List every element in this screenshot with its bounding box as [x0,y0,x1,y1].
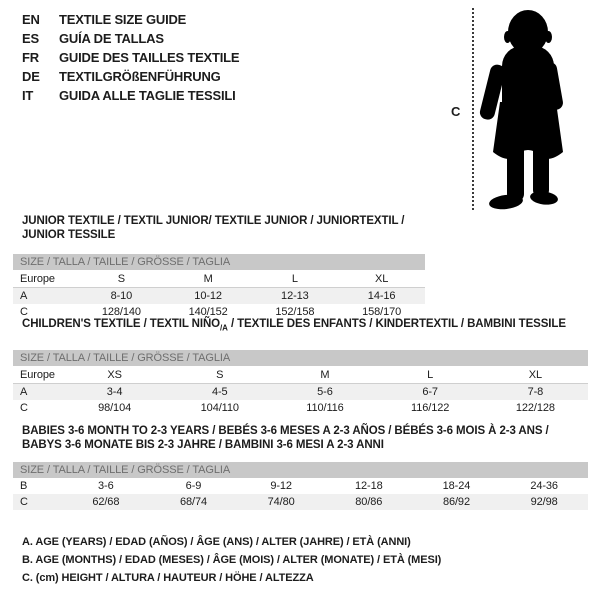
size-table: Europe S M L XL A 8-10 10-12 12-13 14-16 C 128/140 1… [13,270,425,320]
row-label: B [20,480,28,492]
language-title: TEXTILGRÖßENFÜHRUNG [59,69,221,84]
table-row: B 3-6 6-9 9-12 12-18 18-24 24-36 [13,478,588,494]
section-junior-textile: JUNIOR TEXTILE / TEXTIL JUNIOR/ TEXTILE … [13,214,425,320]
section-heading: CHILDREN'S TEXTILE / TEXTIL NIÑO/A / TEX… [22,317,588,335]
table-cell: 104/110 [200,402,239,415]
table-cell: M [272,366,378,385]
table-cell: 10-12 [194,290,222,302]
table-cell: M [164,270,252,288]
section-heading-text: BABIES 3-6 MONTH TO 2-3 YEARS / BEBÉS 3-… [22,425,549,451]
table-cell: S [167,366,273,385]
table-cell: 158/170 [362,306,402,318]
table-cell: 140/152 [188,306,228,318]
row-label: Europe [13,270,78,288]
table-row: A 3-4 4-5 5-6 6-7 7-8 [13,383,588,401]
language-title: GUIDE DES TAILLES TEXTILE [59,50,240,65]
table-cell: 4-5 [211,386,228,399]
size-bar: SIZE / TALLA / TAILLE / GRÖSSE / TAGLIA [13,254,425,270]
height-dotted-line [472,8,474,210]
language-row: IT GUIDA ALLE TAGLIE TESSILI [22,86,239,105]
language-code: EN [22,12,40,27]
size-bar-label: SIZE / TALLA / TAILLE / GRÖSSE / TAGLIA [20,352,231,365]
table-cell: 74/80 [267,496,295,508]
table-cell: XS [62,366,168,385]
size-bar: SIZE / TALLA / TAILLE / GRÖSSE / TAGLIA [13,462,588,478]
legend-line: B. AGE (MONTHS) / EDAD (MESES) / ÂGE (MO… [22,554,442,566]
table-cell: 122/128 [515,402,555,415]
section-babies-textile: BABIES 3-6 MONTH TO 2-3 YEARS / BEBÉS 3-… [13,424,588,510]
legend: A. AGE (YEARS) / EDAD (AÑOS) / ÂGE (ANS)… [22,533,441,587]
table-cell: 3-6 [98,480,114,492]
language-code: DE [22,69,40,84]
language-code: ES [22,31,39,46]
height-figure: C [438,0,600,224]
table-cell: 9-12 [270,480,292,492]
table-cell: 12-13 [281,290,309,302]
table-cell: 92/98 [530,496,558,508]
section-childrens-textile: CHILDREN'S TEXTILE / TEXTIL NIÑO/A / TEX… [13,317,588,416]
row-label: C [20,306,28,318]
row-label: Europe [13,366,62,385]
height-label: C [451,104,461,119]
table-row: A 8-10 10-12 12-13 14-16 [13,287,425,304]
table-cell: 86/92 [442,496,470,508]
table-cell: 128/140 [101,306,141,318]
table-cell: S [78,270,165,288]
table-cell: L [377,366,483,385]
table-cell: 68/74 [179,496,207,508]
language-code: IT [22,88,34,103]
table-cell: 6-9 [185,480,202,492]
table-row: C 98/104 104/110 110/116 116/122 122/128 [13,400,588,416]
table-cell: 7-8 [527,386,544,399]
size-bar-label: SIZE / TALLA / TAILLE / GRÖSSE / TAGLIA [20,256,231,268]
table-row: C 128/140 140/152 152/158 158/170 [13,304,425,320]
table-row: Europe XS S M L XL [13,366,588,385]
size-table: B 3-6 6-9 9-12 12-18 18-24 24-36 C 62/68 68/74 74/… [13,478,588,510]
section-heading: JUNIOR TEXTILE / TEXTIL JUNIOR/ TEXTILE … [22,214,425,242]
language-title: TEXTILE SIZE GUIDE [59,12,187,27]
legend-line: A. AGE (YEARS) / EDAD (AÑOS) / ÂGE (ANS)… [22,536,411,548]
table-cell: 110/116 [306,402,344,415]
language-row: EN TEXTILE SIZE GUIDE [22,10,239,29]
section-heading-text: CHILDREN'S TEXTILE / TEXTIL NIÑO [22,318,221,330]
table-cell: 62/68 [92,496,120,508]
table-cell: 8-10 [110,290,133,302]
row-label: A [20,386,28,399]
table-cell: 14-16 [367,290,396,302]
table-cell: L [251,270,339,288]
table-cell: 18-24 [442,480,471,492]
table-cell: XL [338,270,425,288]
table-cell: 80/86 [355,496,383,508]
language-row: ES GUÍA DE TALLAS [22,29,239,48]
table-cell: 12-18 [354,480,383,492]
section-heading-text: / TEXTILE DES ENFANTS / KINDERTEXTIL / B… [227,318,566,330]
baby-silhouette-icon [479,10,563,210]
language-title: GUIDA ALLE TAGLIE TESSILI [59,88,236,103]
section-heading: BABIES 3-6 MONTH TO 2-3 YEARS / BEBÉS 3-… [22,424,588,452]
table-cell: 24-36 [530,480,558,492]
table-cell: 5-6 [317,386,333,399]
language-row: FR GUIDE DES TAILLES TEXTILE [22,48,240,67]
size-bar: SIZE / TALLA / TAILLE / GRÖSSE / TAGLIA [13,350,588,367]
table-cell: XL [482,366,588,385]
language-code: FR [22,50,39,65]
legend-line: C. (cm) HEIGHT / ALTURA / HAUTEUR / HÖHE… [22,572,314,584]
table-cell: 152/158 [275,306,315,318]
row-label: A [20,290,28,302]
language-row: DE TEXTILGRÖßENFÜHRUNG [22,67,239,86]
table-cell: 6-7 [422,386,438,399]
size-table: Europe XS S M L XL A 3-4 4-5 5-6 6-7 7-8 C 98/104 104/… [13,366,588,416]
section-heading-text: JUNIOR TEXTILE / TEXTIL JUNIOR/ TEXTILE … [22,215,405,241]
table-cell: 98/104 [98,402,132,415]
table-cell: 116/122 [411,402,450,415]
table-row: Europe S M L XL [13,270,425,288]
section-heading-text: /A [220,323,228,333]
size-bar-label: SIZE / TALLA / TAILLE / GRÖSSE / TAGLIA [20,464,231,476]
table-cell: 3-4 [106,386,123,399]
language-title: GUÍA DE TALLAS [59,31,164,46]
language-list: EN TEXTILE SIZE GUIDE ES GUÍA DE TALLAS FR GU… [22,10,240,105]
table-row: C 62/68 68/74 74/80 80/86 86/92 92/98 [13,494,588,510]
row-label: C [20,496,28,508]
row-label: C [20,402,28,415]
